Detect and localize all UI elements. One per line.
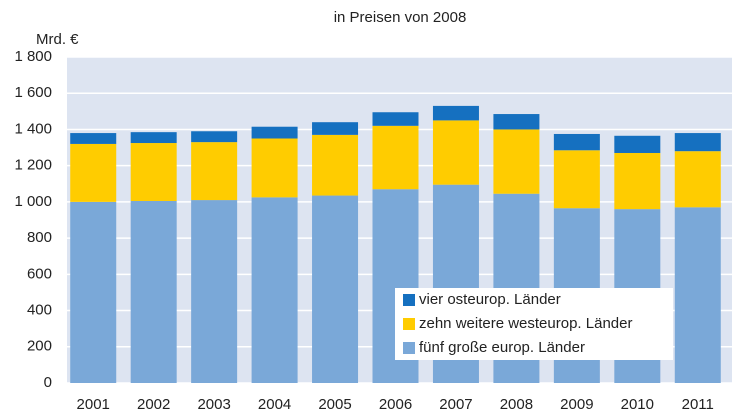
- x-tick-label: 2006: [379, 396, 412, 413]
- bar-segment: [493, 114, 540, 130]
- bar-segment: [251, 197, 298, 383]
- bar-segment: [191, 142, 238, 201]
- bar-segment: [614, 152, 661, 210]
- x-tick-label: 2009: [560, 396, 593, 413]
- bar-segment: [70, 143, 117, 202]
- bar-segment: [251, 126, 298, 139]
- x-tick-label: 2001: [77, 396, 110, 413]
- bar-segment: [130, 200, 177, 383]
- legend-label: fünf große europ. Länder: [419, 339, 585, 356]
- x-tick-label: 2003: [197, 396, 230, 413]
- legend-swatch: [403, 318, 415, 330]
- bar-segment: [70, 133, 117, 144]
- y-tick-label: 1 000: [14, 193, 52, 210]
- bar-segment: [553, 133, 600, 151]
- y-tick-label: 1 200: [14, 157, 52, 174]
- bar-segment: [553, 150, 600, 209]
- bar-segment: [674, 151, 721, 208]
- y-axis-label: Mrd. €: [36, 31, 79, 48]
- bar-segment: [674, 133, 721, 152]
- bar-segment: [130, 143, 177, 201]
- bar-segment: [312, 122, 359, 135]
- y-tick-label: 800: [27, 229, 52, 246]
- legend-label: vier osteurop. Länder: [419, 291, 561, 308]
- y-tick-label: 600: [27, 265, 52, 282]
- y-tick-label: 1 800: [14, 48, 52, 65]
- bar-segment: [674, 207, 721, 383]
- legend-swatch: [403, 294, 415, 306]
- x-tick-label: 2005: [318, 396, 351, 413]
- bar-segment: [312, 134, 359, 196]
- legend-label: zehn weitere westeurop. Länder: [419, 315, 632, 332]
- x-tick-label: 2002: [137, 396, 170, 413]
- legend-swatch: [403, 342, 415, 354]
- bar-segment: [191, 131, 238, 143]
- y-tick-label: 0: [44, 374, 52, 391]
- bar-segment: [191, 200, 238, 383]
- y-tick-label: 200: [27, 338, 52, 355]
- bar-segment: [70, 201, 117, 383]
- bar-segment: [432, 120, 479, 185]
- legend-box: [395, 288, 673, 360]
- y-tick-label: 1 600: [14, 84, 52, 101]
- x-tick-label: 2004: [258, 396, 291, 413]
- x-tick-label: 2007: [439, 396, 472, 413]
- bar-segment: [372, 112, 419, 126]
- bar-segment: [372, 125, 419, 190]
- bar-segment: [251, 138, 298, 198]
- chart-title: in Preisen von 2008: [334, 9, 467, 26]
- x-tick-label: 2008: [500, 396, 533, 413]
- bar-segment: [312, 195, 359, 383]
- bar-segment: [493, 129, 540, 194]
- bar-segment: [432, 105, 479, 121]
- y-tick-label: 400: [27, 302, 52, 319]
- y-tick-label: 1 400: [14, 120, 52, 137]
- x-tick-label: 2011: [682, 396, 714, 413]
- x-tick-label: 2010: [621, 396, 654, 413]
- bar-segment: [614, 135, 661, 153]
- bar-segment: [130, 132, 177, 144]
